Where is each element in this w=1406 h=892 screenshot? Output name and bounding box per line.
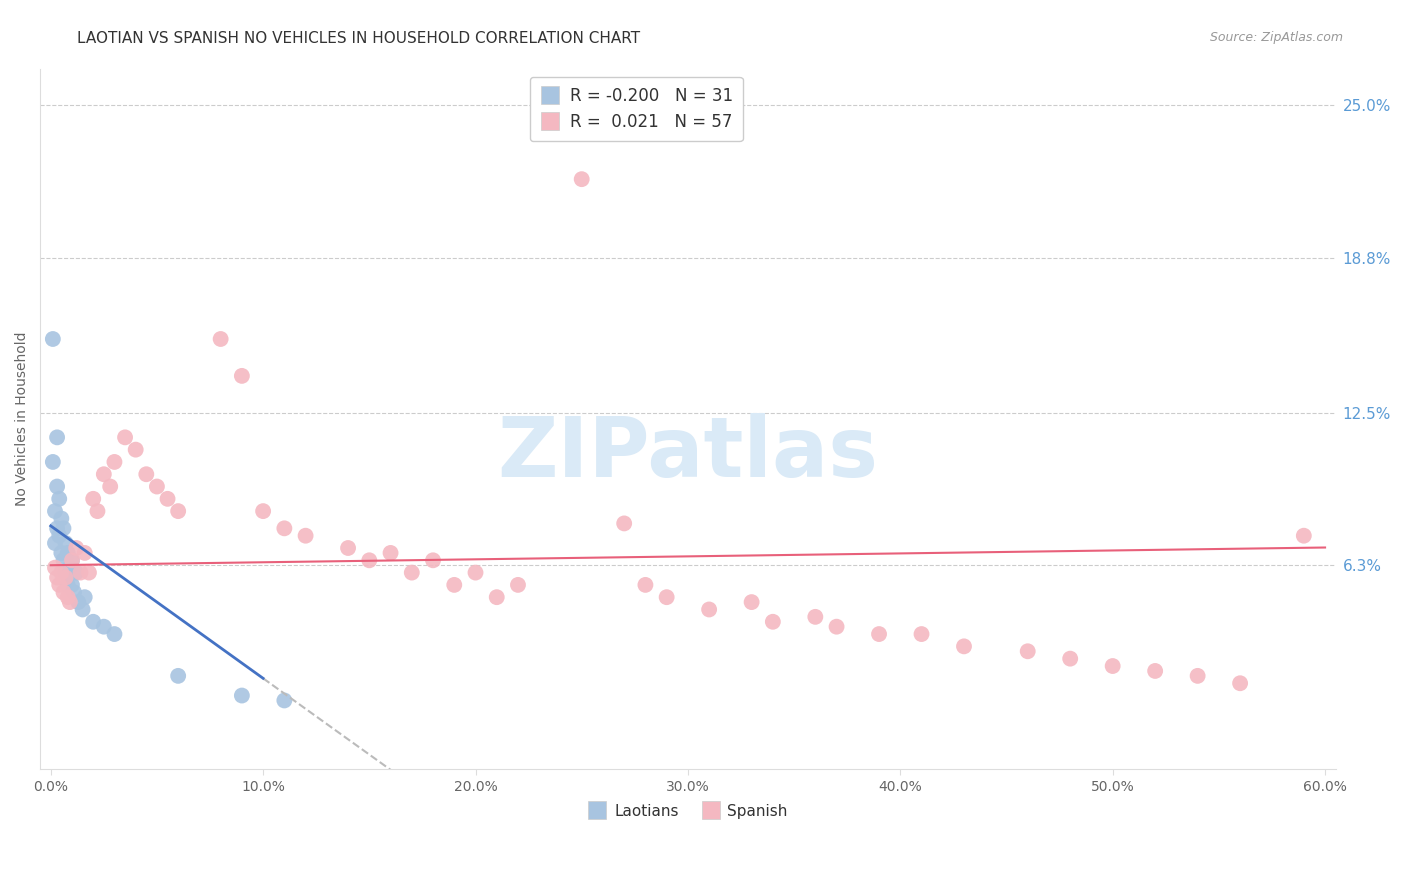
Point (60, 553, 83, 567)
Point (167, 669, 190, 683)
Point (1017, 644, 1039, 658)
Point (1144, 664, 1167, 678)
Point (98, 479, 121, 493)
Point (762, 615, 785, 629)
Point (868, 627, 890, 641)
Point (52, 553, 75, 567)
Point (273, 521, 295, 535)
Point (231, 689, 253, 703)
Point (422, 553, 444, 567)
Point (86, 504, 108, 518)
Point (135, 467, 157, 482)
Point (42, 332, 65, 346)
Point (443, 578, 465, 592)
Point (55, 566, 77, 580)
Point (953, 640, 976, 654)
Point (103, 627, 125, 641)
Point (59, 560, 82, 574)
Point (252, 504, 274, 518)
Point (209, 332, 232, 346)
Point (73, 546, 96, 560)
Point (52, 585, 75, 599)
Point (741, 595, 763, 609)
Point (48, 578, 70, 592)
Point (103, 455, 125, 469)
Point (1292, 529, 1315, 543)
Point (48, 529, 70, 543)
Y-axis label: No Vehicles in Household: No Vehicles in Household (15, 332, 30, 506)
Point (294, 529, 316, 543)
Point (93, 467, 115, 482)
Point (804, 610, 827, 624)
Point (56, 590, 79, 604)
Point (114, 430, 136, 444)
Point (55, 570, 77, 584)
Point (46, 430, 69, 444)
Point (655, 590, 678, 604)
Legend: Laotians, Spanish: Laotians, Spanish (582, 797, 794, 825)
Point (51, 566, 73, 580)
Point (380, 546, 402, 560)
Point (63, 585, 86, 599)
Point (697, 602, 720, 616)
Text: LAOTIAN VS SPANISH NO VEHICLES IN HOUSEHOLD CORRELATION CHART: LAOTIAN VS SPANISH NO VEHICLES IN HOUSEH… (77, 31, 641, 46)
Point (82, 615, 104, 629)
Text: ZIPatlas: ZIPatlas (498, 414, 879, 494)
Point (485, 590, 508, 604)
Point (613, 516, 636, 531)
Point (825, 620, 848, 634)
Point (65, 566, 87, 580)
Point (910, 627, 932, 641)
Point (72, 602, 94, 616)
Point (42, 455, 65, 469)
Point (51, 546, 73, 560)
Point (52, 521, 75, 535)
Point (60, 578, 83, 592)
Point (46, 521, 69, 535)
Point (65, 541, 87, 555)
Point (1059, 651, 1081, 665)
Point (69, 566, 91, 580)
Point (51, 511, 73, 525)
Point (56, 546, 79, 560)
Point (56, 578, 79, 592)
Point (60, 553, 83, 567)
Point (93, 620, 115, 634)
Text: Source: ZipAtlas.com: Source: ZipAtlas.com (1209, 31, 1343, 45)
Point (464, 566, 486, 580)
Point (55, 536, 77, 550)
Point (46, 570, 69, 584)
Point (44, 560, 66, 574)
Point (167, 504, 190, 518)
Point (231, 368, 253, 383)
Point (1229, 676, 1251, 690)
Point (1101, 659, 1123, 673)
Point (48, 491, 70, 506)
Point (273, 693, 295, 707)
Point (401, 566, 423, 580)
Point (82, 491, 104, 506)
Point (77, 566, 100, 580)
Point (1187, 669, 1209, 683)
Point (146, 479, 169, 493)
Point (359, 553, 381, 567)
Point (156, 491, 179, 506)
Point (125, 442, 148, 457)
Point (337, 541, 360, 555)
Point (67, 595, 90, 609)
Point (571, 172, 593, 186)
Point (44, 504, 66, 518)
Point (634, 578, 657, 592)
Point (73, 590, 96, 604)
Point (46, 479, 69, 493)
Point (59, 595, 82, 609)
Point (44, 536, 66, 550)
Point (506, 578, 529, 592)
